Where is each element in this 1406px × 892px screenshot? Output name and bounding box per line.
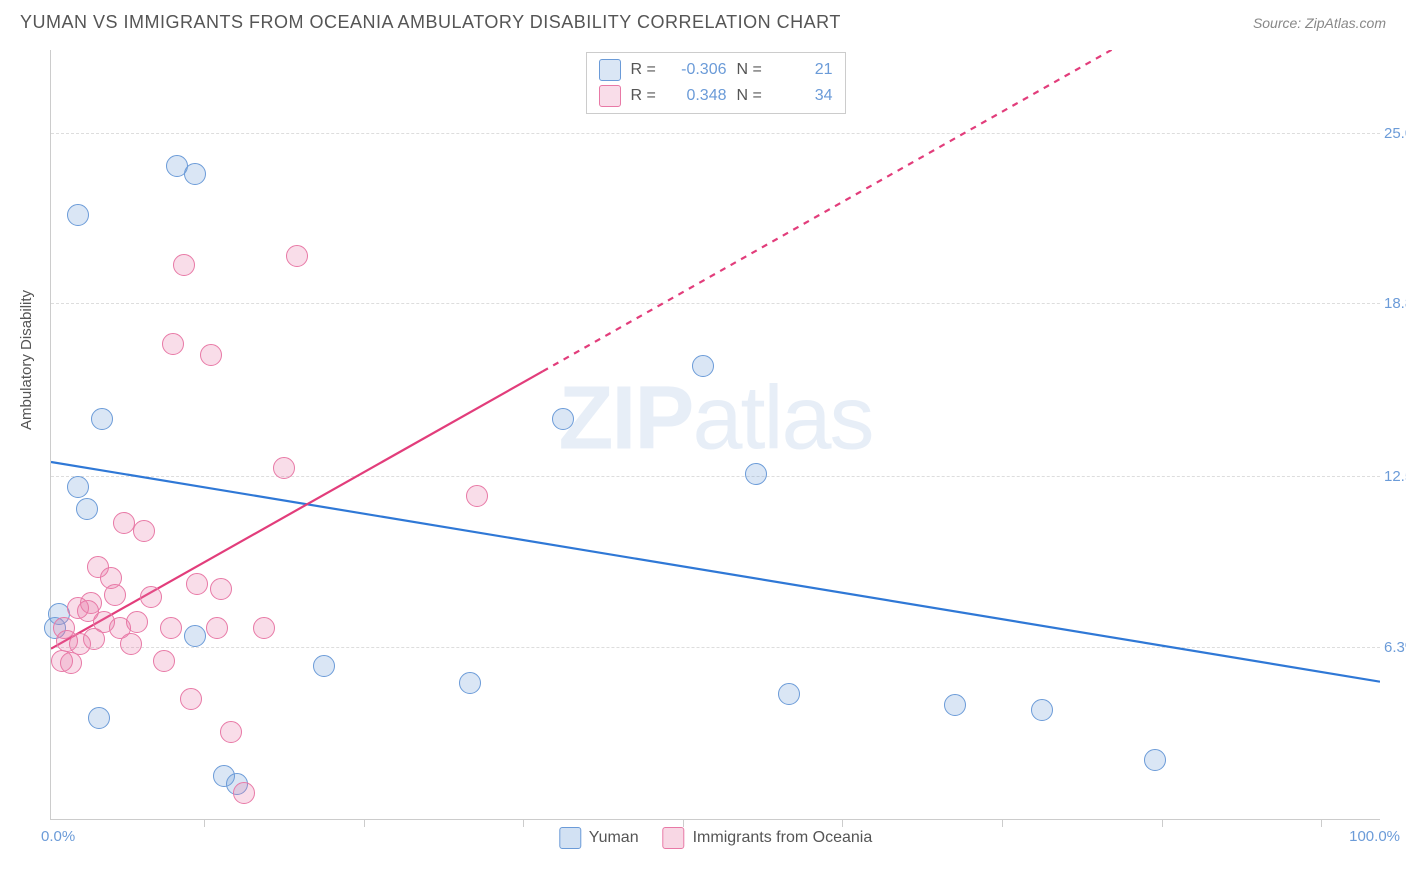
- y-tick-label: 25.0%: [1384, 125, 1406, 142]
- data-point: [200, 344, 222, 366]
- legend-stats: R = -0.306 N = 21 R = 0.348 N = 34: [586, 52, 846, 114]
- data-point: [273, 457, 295, 479]
- data-point: [153, 650, 175, 672]
- data-point: [88, 707, 110, 729]
- stat-N-oceania: 34: [775, 87, 833, 105]
- data-point: [253, 617, 275, 639]
- data-point: [778, 683, 800, 705]
- x-tick: [523, 819, 524, 827]
- data-point: [60, 652, 82, 674]
- data-point: [67, 476, 89, 498]
- data-point: [180, 688, 202, 710]
- scatter-points: [51, 50, 1380, 819]
- stat-R-yuman: -0.306: [669, 61, 727, 79]
- data-point: [133, 520, 155, 542]
- legend-swatch-oceania: [599, 85, 621, 107]
- data-point: [1031, 699, 1053, 721]
- data-point: [466, 485, 488, 507]
- data-point: [83, 628, 105, 650]
- legend-swatch-oceania: [663, 827, 685, 849]
- x-tick: [842, 819, 843, 827]
- data-point: [186, 573, 208, 595]
- data-point: [76, 498, 98, 520]
- y-tick-label: 6.3%: [1384, 639, 1406, 656]
- y-tick-label: 12.5%: [1384, 468, 1406, 485]
- legend-stats-row: R = -0.306 N = 21: [599, 57, 833, 83]
- data-point: [53, 617, 75, 639]
- data-point: [210, 578, 232, 600]
- data-point: [552, 408, 574, 430]
- data-point: [160, 617, 182, 639]
- data-point: [91, 408, 113, 430]
- data-point: [233, 782, 255, 804]
- x-axis-max-label: 100.0%: [1349, 828, 1400, 845]
- legend-stats-row: R = 0.348 N = 34: [599, 83, 833, 109]
- legend-series: Yuman Immigrants from Oceania: [559, 827, 872, 849]
- y-tick-label: 18.8%: [1384, 295, 1406, 312]
- data-point: [206, 617, 228, 639]
- data-point: [220, 721, 242, 743]
- chart-title: YUMAN VS IMMIGRANTS FROM OCEANIA AMBULAT…: [20, 12, 841, 33]
- chart-plot-area: 6.3%12.5%18.8%25.0% ZIPatlas R = -0.306 …: [50, 50, 1380, 820]
- x-tick: [1002, 819, 1003, 827]
- source-attribution: Source: ZipAtlas.com: [1253, 15, 1386, 31]
- stat-R-oceania: 0.348: [669, 87, 727, 105]
- stat-N-yuman: 21: [775, 61, 833, 79]
- data-point: [745, 463, 767, 485]
- legend-item-oceania: Immigrants from Oceania: [663, 827, 873, 849]
- data-point: [173, 254, 195, 276]
- x-axis-min-label: 0.0%: [41, 828, 75, 845]
- x-tick: [1321, 819, 1322, 827]
- data-point: [459, 672, 481, 694]
- legend-swatch-yuman: [559, 827, 581, 849]
- data-point: [162, 333, 184, 355]
- data-point: [120, 633, 142, 655]
- data-point: [313, 655, 335, 677]
- x-tick: [683, 819, 684, 827]
- data-point: [184, 163, 206, 185]
- y-axis-label: Ambulatory Disability: [18, 290, 35, 430]
- data-point: [113, 512, 135, 534]
- data-point: [140, 586, 162, 608]
- data-point: [286, 245, 308, 267]
- x-tick: [1162, 819, 1163, 827]
- data-point: [100, 567, 122, 589]
- data-point: [67, 204, 89, 226]
- legend-swatch-yuman: [599, 59, 621, 81]
- data-point: [944, 694, 966, 716]
- data-point: [1144, 749, 1166, 771]
- data-point: [184, 625, 206, 647]
- x-tick: [204, 819, 205, 827]
- data-point: [126, 611, 148, 633]
- data-point: [692, 355, 714, 377]
- legend-item-yuman: Yuman: [559, 827, 639, 849]
- x-tick: [364, 819, 365, 827]
- chart-header: YUMAN VS IMMIGRANTS FROM OCEANIA AMBULAT…: [20, 12, 1386, 33]
- data-point: [80, 592, 102, 614]
